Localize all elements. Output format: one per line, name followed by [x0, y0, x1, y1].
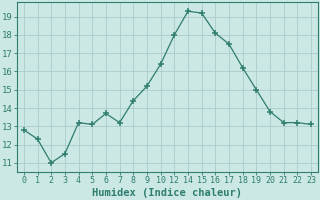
X-axis label: Humidex (Indice chaleur): Humidex (Indice chaleur) [92, 188, 243, 198]
